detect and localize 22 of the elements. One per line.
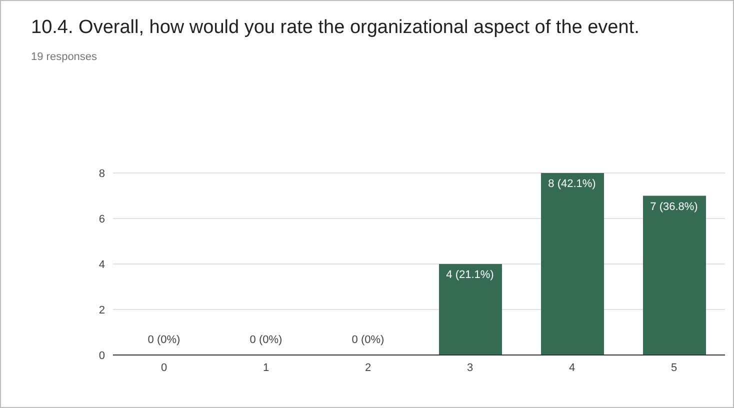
chart-subtitle: 19 responses: [31, 51, 98, 63]
y-tick-label: 6: [98, 213, 105, 226]
chart-title: 10.4. Overall, how would you rate the organizational aspect of the event.: [31, 17, 640, 39]
bar: [541, 173, 604, 355]
y-tick-label: 2: [98, 304, 105, 316]
bar: [439, 264, 502, 355]
data-label: 0 (0%): [148, 334, 180, 346]
x-tick-label: 3: [466, 362, 474, 374]
x-tick-label: 4: [568, 362, 576, 374]
y-tick-label: 8: [98, 168, 105, 180]
y-tick-label: 0: [98, 350, 105, 362]
bar: [643, 196, 706, 355]
data-label: 7 (36.8%): [650, 200, 698, 213]
x-tick-label: 1: [262, 362, 270, 374]
x-tick-label: 5: [670, 362, 678, 374]
data-label: 0 (0%): [250, 334, 282, 346]
x-tick-label: 2: [364, 362, 372, 374]
data-label: 8 (42.1%): [548, 178, 596, 190]
data-label: 0 (0%): [352, 334, 384, 346]
x-tick-label: 0: [160, 362, 168, 374]
data-label: 4 (21.1%): [446, 269, 494, 281]
y-tick-label: 4: [98, 258, 105, 271]
